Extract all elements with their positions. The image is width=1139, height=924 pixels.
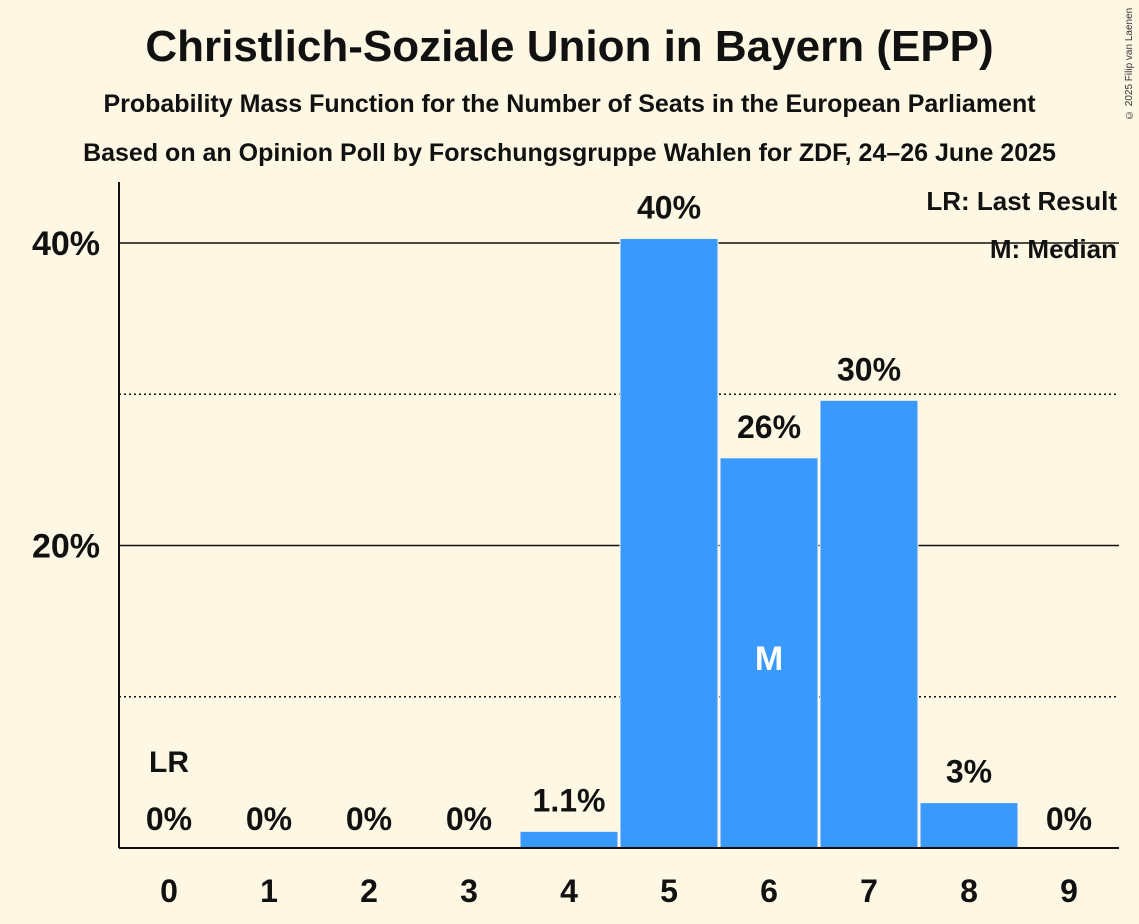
data-label: 0% <box>1046 801 1092 837</box>
data-label: 30% <box>837 351 901 387</box>
x-tick-label: 2 <box>360 873 378 909</box>
x-tick-label: 6 <box>760 873 778 909</box>
data-label: 0% <box>146 801 192 837</box>
x-tick-label: 5 <box>660 873 678 909</box>
x-tick-label: 4 <box>560 873 578 909</box>
data-label: 0% <box>446 801 492 837</box>
y-tick-label: 40% <box>32 225 100 263</box>
legend-item: LR: Last Result <box>926 186 1117 216</box>
bar-4 <box>519 830 619 849</box>
last-result-marker: LR <box>149 746 189 779</box>
bar-8 <box>919 802 1019 849</box>
chart-title: Christlich-Soziale Union in Bayern (EPP) <box>145 22 994 71</box>
chart-subtitle: Probability Mass Function for the Number… <box>103 90 1036 118</box>
x-tick-label: 1 <box>260 873 278 909</box>
bar-5 <box>619 237 719 849</box>
x-tick-label: 0 <box>160 873 178 909</box>
data-label: 40% <box>637 189 701 225</box>
data-label: 0% <box>246 801 292 837</box>
median-marker: M <box>755 640 783 678</box>
data-label: 0% <box>346 801 392 837</box>
chart-source-subtitle: Based on an Opinion Poll by Forschungsgr… <box>83 139 1056 167</box>
x-tick-label: 3 <box>460 873 478 909</box>
data-label: 3% <box>946 754 992 790</box>
x-tick-label: 8 <box>960 873 978 909</box>
data-label: 1.1% <box>533 782 606 818</box>
x-tick-label: 7 <box>860 873 878 909</box>
bar-7 <box>819 399 919 849</box>
data-label: 26% <box>737 409 801 445</box>
x-tick-label: 9 <box>1060 873 1078 909</box>
legend-item: M: Median <box>990 234 1117 264</box>
legend-bg <box>975 230 1119 266</box>
bar-6 <box>719 457 819 849</box>
y-tick-label: 20% <box>32 528 100 566</box>
